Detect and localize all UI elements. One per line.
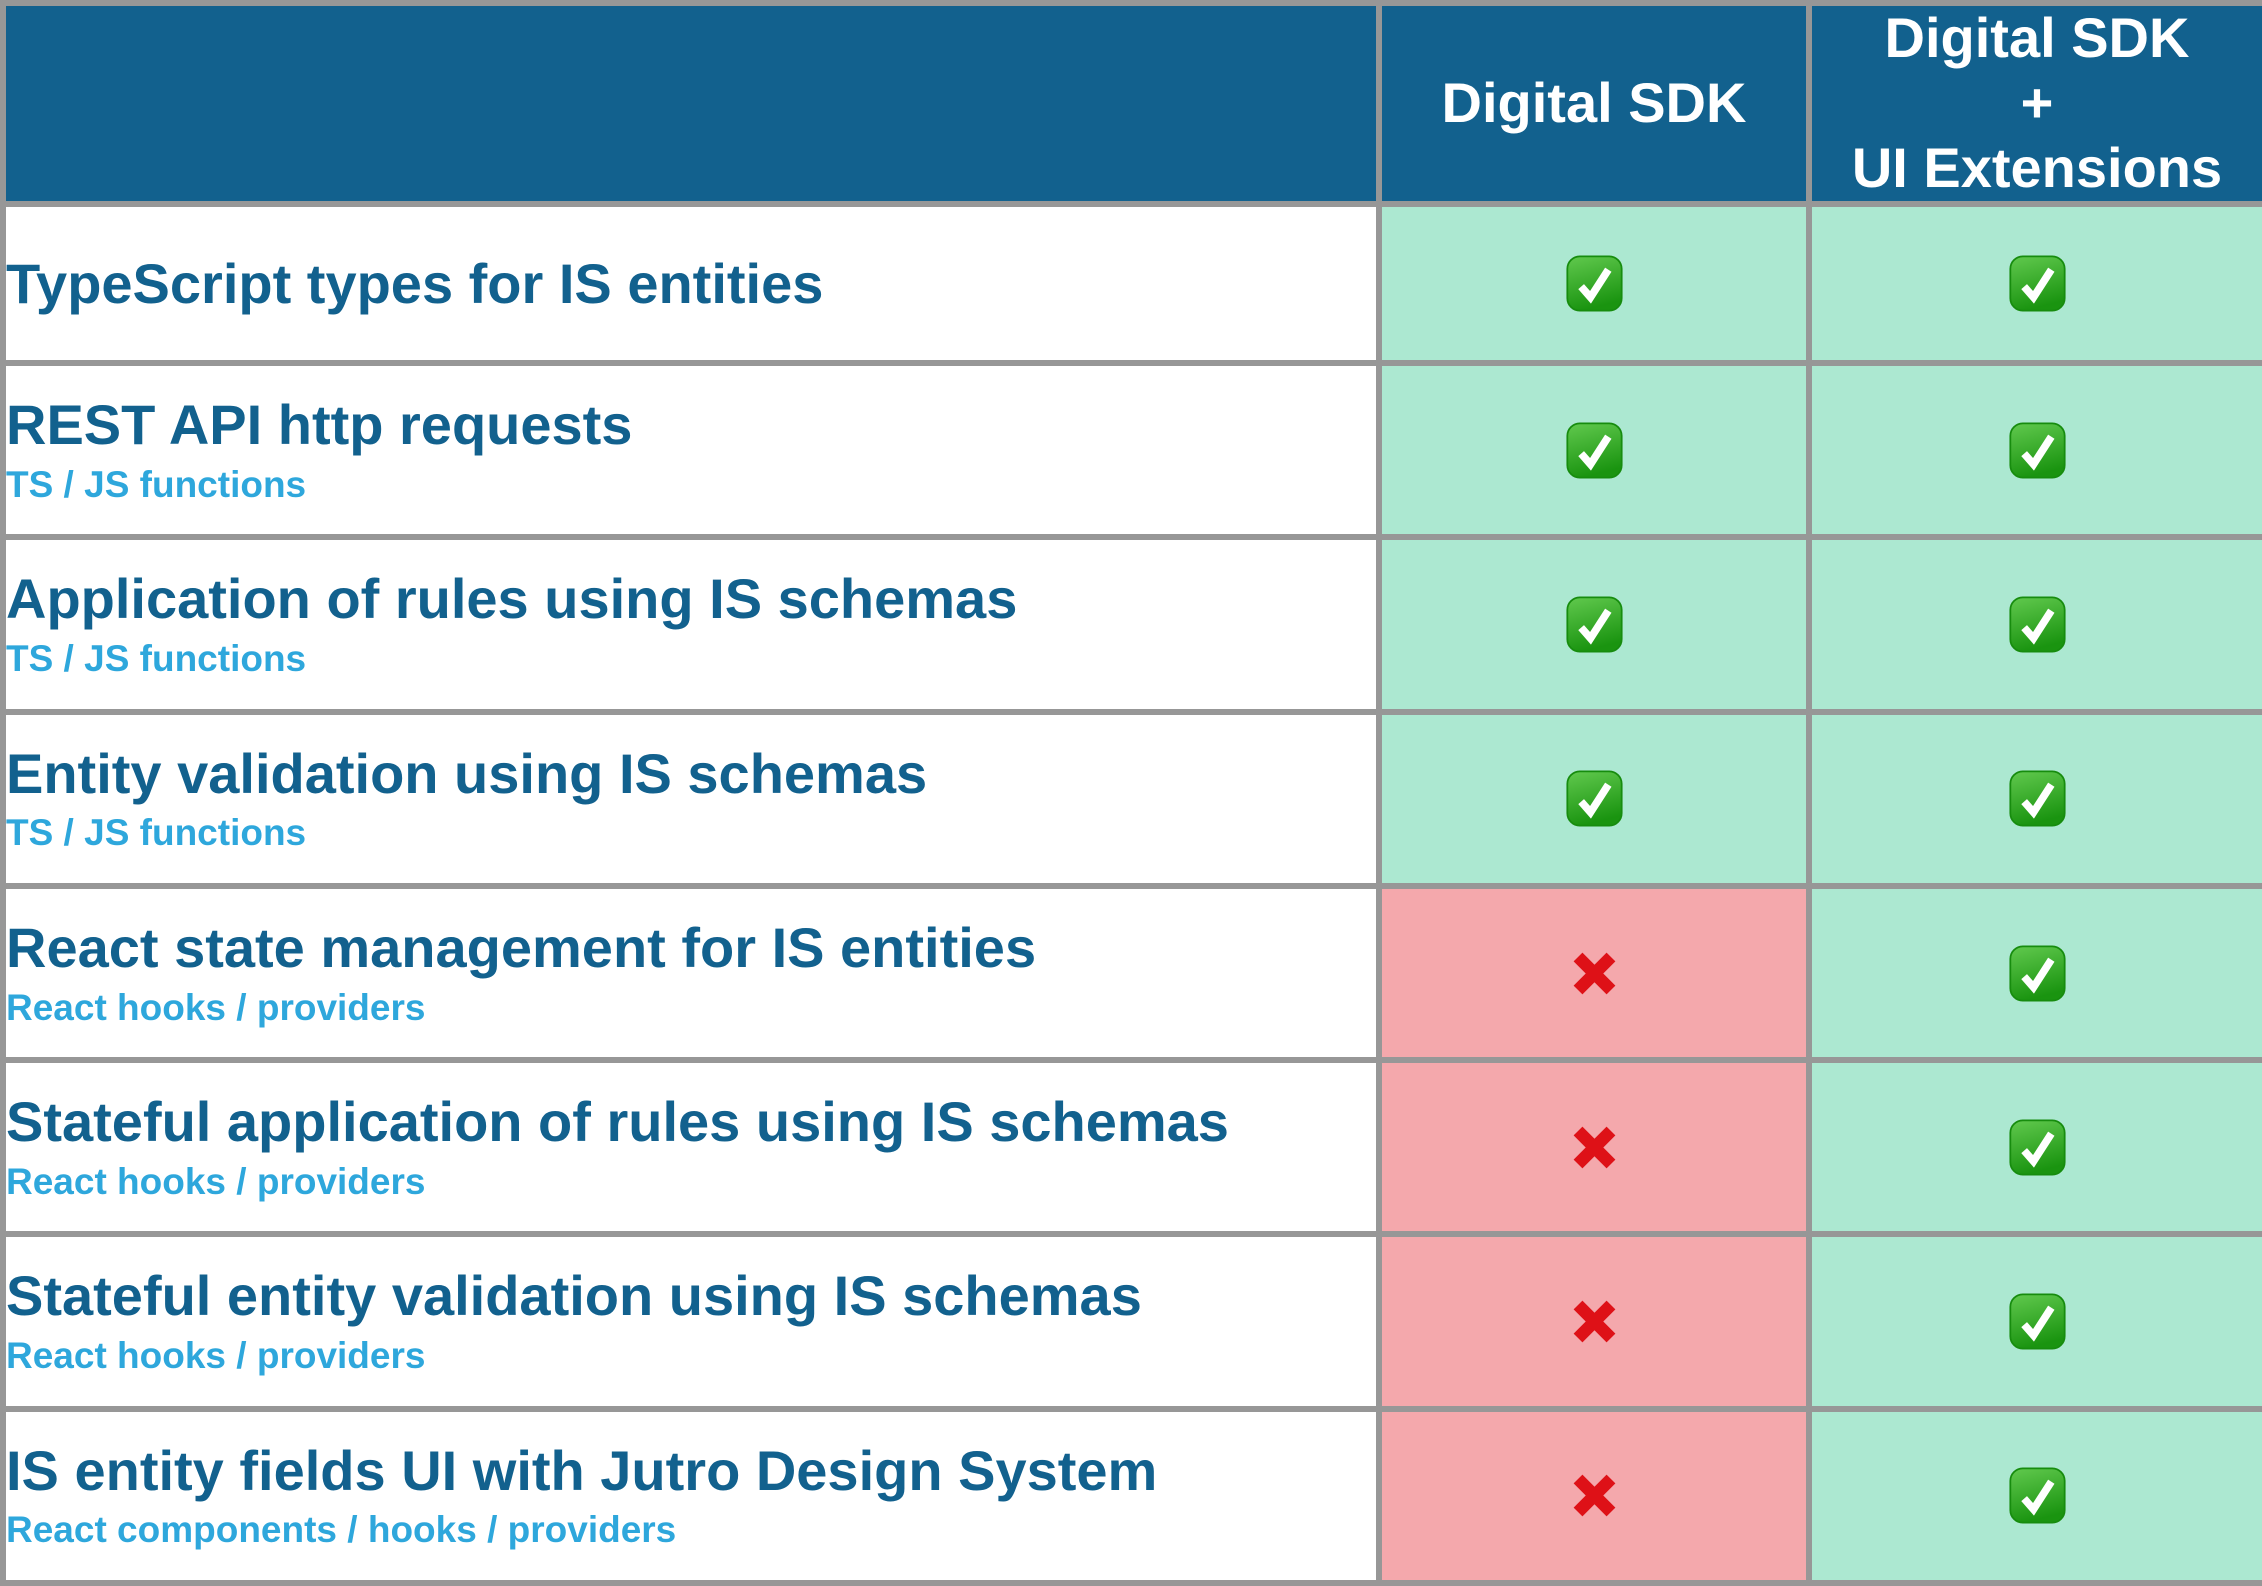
feature-title: IS entity fields UI with Jutro Design Sy… <box>6 1438 1158 1502</box>
status-cell-digital-sdk-ui-extensions <box>1806 882 2262 1064</box>
table-row: Application of rules using IS schemas TS… <box>0 534 2262 715</box>
cross-icon <box>1566 1293 1623 1350</box>
check-icon <box>2008 770 2066 827</box>
check-icon <box>1565 255 1623 312</box>
check-icon <box>2008 1467 2066 1524</box>
status-cell-digital-sdk <box>1376 882 1812 1064</box>
feature-cell: TypeScript types for IS entities <box>0 200 1382 367</box>
feature-cell: React state management for IS entities R… <box>0 882 1382 1064</box>
feature-subtitle: React hooks / providers <box>6 1160 426 1202</box>
feature-title: Application of rules using IS schemas <box>6 567 1018 631</box>
status-cell-digital-sdk <box>1376 1231 1812 1412</box>
status-cell-digital-sdk <box>1376 360 1812 541</box>
status-cell-digital-sdk <box>1376 200 1812 367</box>
column-header-features <box>0 0 1382 207</box>
status-cell-digital-sdk-ui-extensions <box>1806 708 2262 889</box>
check-icon <box>2008 1293 2066 1350</box>
status-cell-digital-sdk-ui-extensions <box>1806 534 2262 715</box>
feature-title: TypeScript types for IS entities <box>6 251 824 315</box>
feature-title: React state management for IS entities <box>6 915 1037 979</box>
header-row: Digital SDK Digital SDK + UI Extensions <box>0 0 2262 207</box>
feature-cell: Stateful entity validation using IS sche… <box>0 1231 1382 1412</box>
column-header-digital-sdk: Digital SDK <box>1376 0 1812 207</box>
status-cell-digital-sdk-ui-extensions <box>1806 1057 2262 1238</box>
status-cell-digital-sdk <box>1376 1405 1812 1586</box>
cross-icon <box>1566 945 1623 1002</box>
feature-title: Entity validation using IS schemas <box>6 741 928 805</box>
table-row: REST API http requests TS / JS functions <box>0 360 2262 541</box>
check-icon <box>1565 770 1623 827</box>
cross-icon <box>1566 1119 1623 1176</box>
check-icon <box>2008 944 2066 1002</box>
feature-cell: REST API http requests TS / JS functions <box>0 360 1382 541</box>
feature-cell: Application of rules using IS schemas TS… <box>0 534 1382 715</box>
cross-icon <box>1566 1467 1623 1524</box>
feature-subtitle: React hooks / providers <box>6 1335 426 1377</box>
feature-cell: Stateful application of rules using IS s… <box>0 1057 1382 1238</box>
column-header-label: Digital SDK + UI Extensions <box>1851 6 2223 199</box>
check-icon <box>2008 596 2066 653</box>
check-icon <box>1565 422 1623 479</box>
check-icon <box>1565 596 1623 653</box>
table-row: React state management for IS entities R… <box>0 882 2262 1064</box>
check-icon <box>2008 1119 2066 1176</box>
feature-title: REST API http requests <box>6 393 633 457</box>
table-row: TypeScript types for IS entities <box>0 200 2262 367</box>
status-cell-digital-sdk-ui-extensions <box>1806 360 2262 541</box>
table-header: Digital SDK Digital SDK + UI Extensions <box>0 0 2262 207</box>
feature-subtitle: TS / JS functions <box>6 812 307 854</box>
status-cell-digital-sdk <box>1376 1057 1812 1238</box>
status-cell-digital-sdk <box>1376 708 1812 889</box>
status-cell-digital-sdk-ui-extensions <box>1806 200 2262 367</box>
status-cell-digital-sdk-ui-extensions <box>1806 1231 2262 1412</box>
table-body: TypeScript types for IS entities REST AP… <box>0 200 2262 1586</box>
feature-title: Stateful entity validation using IS sche… <box>6 1264 1142 1328</box>
check-icon <box>2008 255 2066 312</box>
feature-subtitle: TS / JS functions <box>6 463 307 505</box>
table-row: Stateful application of rules using IS s… <box>0 1057 2262 1238</box>
table-row: Stateful entity validation using IS sche… <box>0 1231 2262 1412</box>
status-cell-digital-sdk-ui-extensions <box>1806 1405 2262 1586</box>
column-header-label: Digital SDK <box>1441 70 1747 134</box>
status-cell-digital-sdk <box>1376 534 1812 715</box>
table-row: Entity validation using IS schemas TS / … <box>0 708 2262 889</box>
check-icon <box>2008 422 2066 479</box>
feature-cell: IS entity fields UI with Jutro Design Sy… <box>0 1405 1382 1586</box>
column-header-digital-sdk-ui-extensions: Digital SDK + UI Extensions <box>1806 0 2262 207</box>
feature-subtitle: TS / JS functions <box>6 637 307 679</box>
feature-cell: Entity validation using IS schemas TS / … <box>0 708 1382 889</box>
feature-subtitle: React hooks / providers <box>6 986 426 1028</box>
feature-title: Stateful application of rules using IS s… <box>6 1090 1229 1154</box>
feature-subtitle: React components / hooks / providers <box>6 1509 677 1551</box>
table-row: IS entity fields UI with Jutro Design Sy… <box>0 1405 2262 1586</box>
